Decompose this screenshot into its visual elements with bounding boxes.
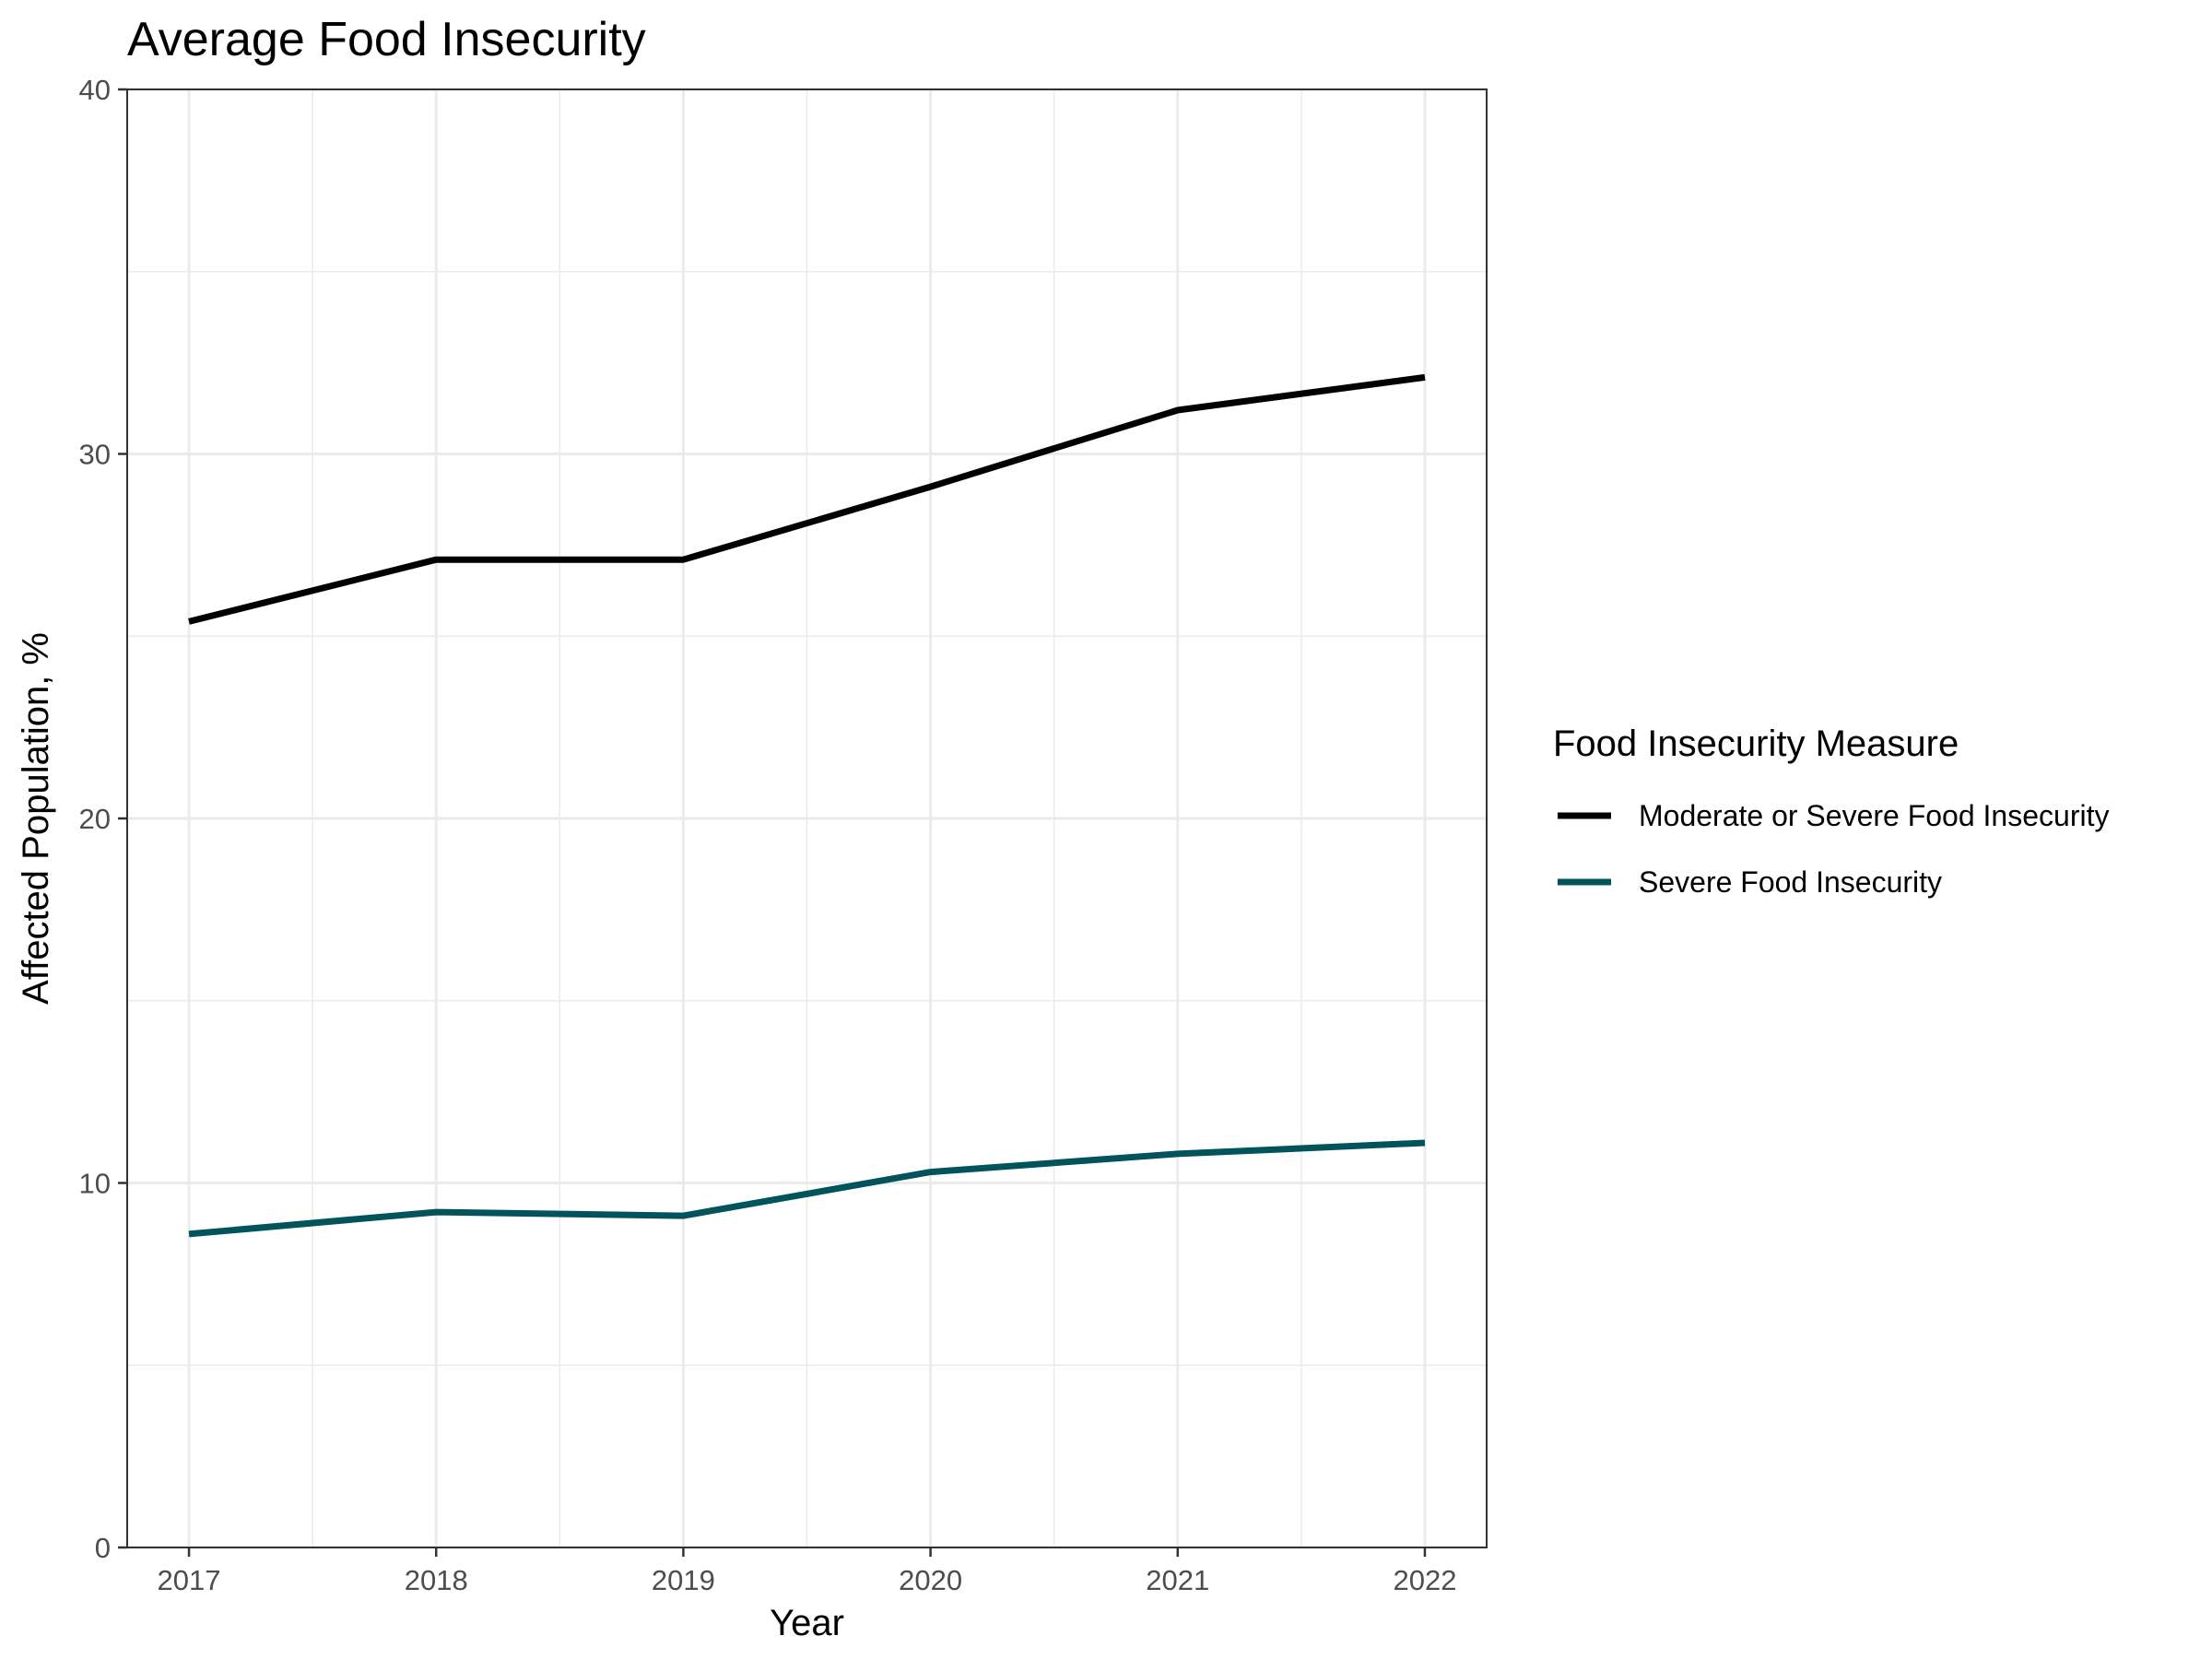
y-tick-label: 0	[95, 1532, 111, 1564]
y-tick-label: 20	[79, 803, 111, 835]
legend-label-2: Severe Food Insecurity	[1639, 865, 1942, 899]
series-lines	[188, 373, 1426, 1238]
y-tick-label: 30	[79, 439, 111, 471]
x-tick-label: 2017	[158, 1564, 221, 1596]
x-axis-title: Year	[770, 1603, 844, 1643]
y-tick-label: 10	[79, 1168, 111, 1200]
x-tick-label: 2022	[1393, 1564, 1456, 1596]
x-tick-label: 2020	[899, 1564, 962, 1596]
legend-label-1: Moderate or Severe Food Insecurity	[1639, 799, 2109, 832]
y-tick-label: 40	[79, 74, 111, 106]
x-tick-label: 2018	[405, 1564, 468, 1596]
legend: Food Insecurity Measure Moderate or Seve…	[1553, 724, 2109, 899]
legend-title: Food Insecurity Measure	[1553, 724, 1959, 764]
x-tick-label: 2021	[1146, 1564, 1209, 1596]
chart-title: Average Food Insecurity	[127, 13, 646, 66]
y-axis-title: Affected Population, %	[16, 632, 56, 1005]
series-line-2	[188, 1139, 1426, 1238]
x-tick-label: 2019	[652, 1564, 715, 1596]
legend-items: Moderate or Severe Food Insecurity Severe…	[1558, 799, 2109, 899]
x-axis: 2017 2018 2019 2020 2021 2022	[158, 1547, 1456, 1596]
y-axis: 0 10 20 30 40	[79, 74, 127, 1564]
series-line-1	[188, 373, 1426, 625]
